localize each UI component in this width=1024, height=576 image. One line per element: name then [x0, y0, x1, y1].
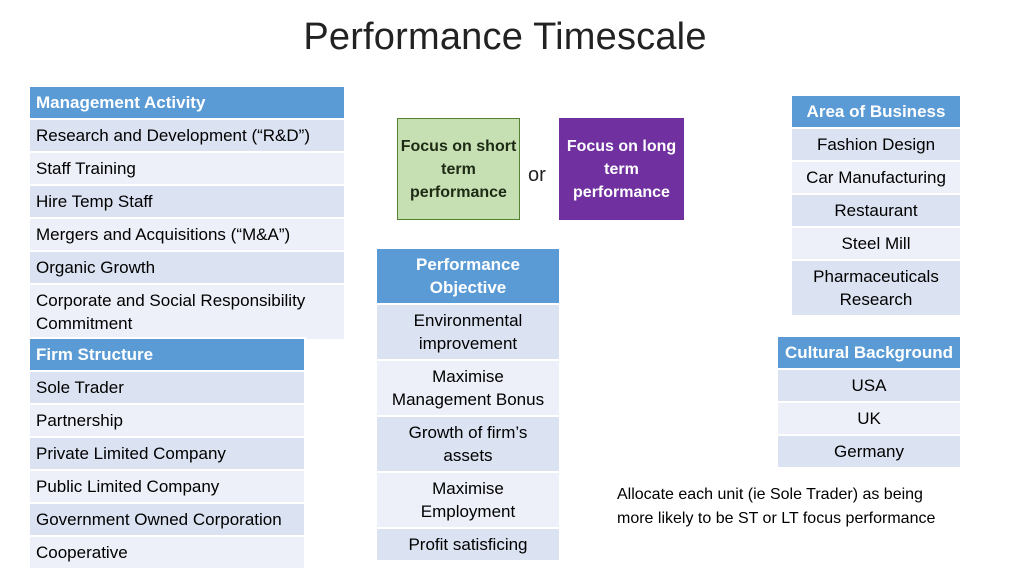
table-header: Area of Business	[790, 94, 962, 129]
table-header: Cultural Background	[776, 335, 962, 370]
list-item: Growth of firm’s assets	[375, 415, 561, 473]
area-of-business-table: Area of Business Fashion Design Car Manu…	[790, 94, 962, 317]
list-item: Profit satisficing	[375, 527, 561, 562]
list-item: Pharmaceuticals Research	[790, 259, 962, 317]
list-item: Private Limited Company	[28, 436, 306, 471]
table-header: Performance Objective	[375, 247, 561, 305]
list-item: UK	[776, 401, 962, 436]
list-item: Mergers and Acquisitions (“M&A”)	[28, 217, 346, 252]
or-label: or	[528, 164, 546, 186]
list-item: Staff Training	[28, 151, 346, 186]
list-item: Organic Growth	[28, 250, 346, 285]
list-item: USA	[776, 368, 962, 403]
performance-objective-table: Performance Objective Environmental impr…	[375, 247, 561, 562]
list-item: Partnership	[28, 403, 306, 438]
table-header: Firm Structure	[28, 337, 306, 372]
list-item: Steel Mill	[790, 226, 962, 261]
list-item: Government Owned Corporation	[28, 502, 306, 537]
short-term-focus-box: Focus on short term performance	[397, 118, 520, 220]
management-activity-table: Management Activity Research and Develop…	[28, 85, 346, 341]
list-item: Corporate and Social Responsibility Comm…	[28, 283, 346, 341]
list-item: Germany	[776, 434, 962, 469]
list-item: Maximise Management Bonus	[375, 359, 561, 417]
list-item: Public Limited Company	[28, 469, 306, 504]
list-item: Cooperative	[28, 535, 306, 570]
list-item: Sole Trader	[28, 370, 306, 405]
list-item: Restaurant	[790, 193, 962, 228]
list-item: Research and Development (“R&D”)	[28, 118, 346, 153]
list-item: Environmental improvement	[375, 303, 561, 361]
instruction-note: Allocate each unit (ie Sole Trader) as b…	[617, 486, 936, 527]
firm-structure-table: Firm Structure Sole Trader Partnership P…	[28, 337, 306, 570]
list-item: Car Manufacturing	[790, 160, 962, 195]
page-title: Performance Timescale	[303, 16, 707, 58]
cultural-background-table: Cultural Background USA UK Germany	[776, 335, 962, 469]
list-item: Fashion Design	[790, 127, 962, 162]
table-header: Management Activity	[28, 85, 346, 120]
long-term-focus-box: Focus on long term performance	[559, 118, 684, 220]
list-item: Hire Temp Staff	[28, 184, 346, 219]
list-item: Maximise Employment	[375, 471, 561, 529]
